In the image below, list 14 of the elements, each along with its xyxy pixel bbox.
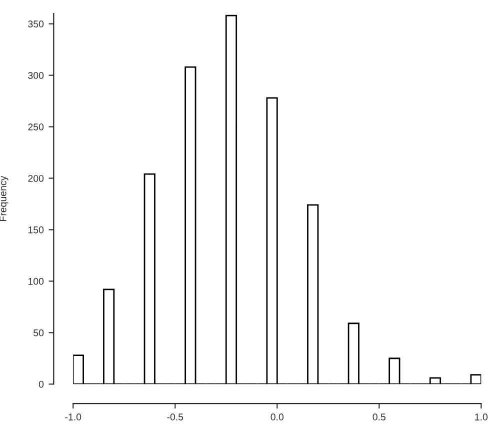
y-tick-label: 150 bbox=[28, 226, 44, 234]
y-tick-label: 200 bbox=[28, 174, 44, 182]
x-tick-label: -0.5 bbox=[167, 414, 184, 420]
x-tick-label: 0.5 bbox=[372, 414, 386, 420]
y-tick-label: 300 bbox=[28, 72, 44, 79]
x-tick-label: -1.0 bbox=[65, 414, 82, 420]
x-tick-label: 0.0 bbox=[270, 414, 284, 420]
y-tick-label: 250 bbox=[28, 123, 44, 130]
x-tick-label: 1.0 bbox=[475, 414, 488, 420]
y-tick-label: 350 bbox=[28, 20, 44, 28]
y-tick-label: 100 bbox=[28, 278, 44, 285]
y-tick-label: 0 bbox=[38, 380, 44, 388]
y-axis-title: Frequency bbox=[0, 176, 8, 221]
y-tick-label: 50 bbox=[34, 329, 44, 336]
